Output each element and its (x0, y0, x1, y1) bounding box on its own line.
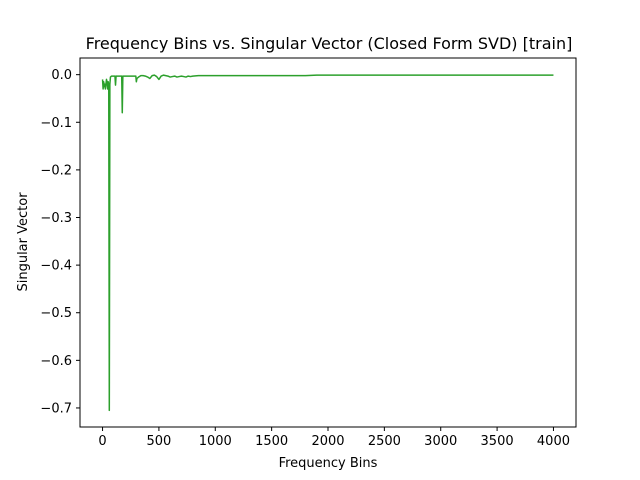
y-tick-label: −0.6 (40, 354, 72, 369)
x-tick-label: 3000 (424, 434, 457, 449)
x-tick-label: 1000 (199, 434, 232, 449)
x-tick-label: 2500 (368, 434, 401, 449)
x-axis-ticks: 0 500 1000 1500 2000 2500 3000 3500 4000 (98, 427, 570, 449)
x-tick-label: 2000 (311, 434, 344, 449)
x-axis-label: Frequency Bins (279, 456, 378, 471)
y-tick-label: −0.1 (40, 116, 72, 131)
x-tick-label: 0 (98, 434, 106, 449)
y-tick-label: −0.5 (40, 306, 72, 321)
x-tick-label: 4000 (537, 434, 570, 449)
chart-title: Frequency Bins vs. Singular Vector (Clos… (86, 34, 573, 53)
x-tick-label: 3500 (481, 434, 514, 449)
y-tick-label: −0.3 (40, 211, 72, 226)
y-axis-label: Singular Vector (16, 192, 31, 292)
y-tick-label: −0.4 (40, 259, 72, 274)
y-tick-label: −0.2 (40, 163, 72, 178)
x-tick-label: 500 (146, 434, 171, 449)
plot-area (101, 74, 554, 412)
y-tick-label: 0.0 (51, 68, 72, 83)
series-line (101, 74, 554, 412)
y-axis-ticks: 0.0 −0.1 −0.2 −0.3 −0.4 −0.5 −0.6 −0.7 (40, 68, 80, 416)
y-tick-label: −0.7 (40, 401, 72, 416)
x-tick-label: 1500 (255, 434, 288, 449)
plot-frame (79, 57, 577, 428)
